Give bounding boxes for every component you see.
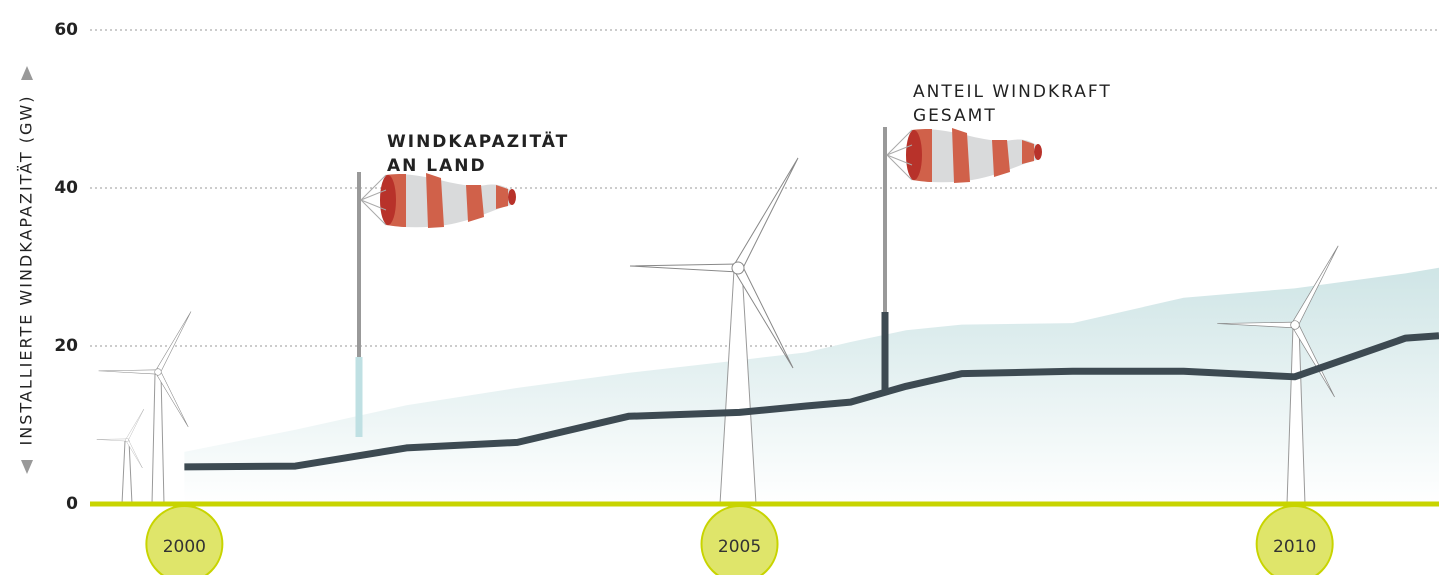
x-tick-marker [700, 505, 779, 575]
x-tick-label: 2005 [718, 537, 761, 557]
x-tick-marker [145, 505, 224, 575]
line [184, 332, 1439, 471]
series-label: WINDKAPAZITÄT AN LAND [387, 132, 570, 176]
y-tick-label: 0 [66, 494, 78, 514]
x-tick-marker [1255, 505, 1334, 575]
decoration: INSTALLIERTE WINDKAPAZITÄT (GW) [17, 66, 1339, 505]
series-label: ANTEIL WINDKRAFT GESAMT [913, 82, 1112, 126]
y-tick-label: 40 [54, 178, 78, 198]
y-tick-label: 60 [54, 20, 78, 40]
y-axis-label: INSTALLIERTE WINDKAPAZITÄT (GW) [17, 95, 36, 446]
chart-layer: 0 20 40 60 2000 2005 2010 [54, 20, 1439, 575]
y-tick-label: 20 [54, 336, 78, 356]
x-tick-label: 2010 [1273, 537, 1316, 557]
area [184, 267, 1439, 504]
chart-layer [90, 29, 1439, 504]
x-tick-label: 2000 [163, 537, 206, 557]
